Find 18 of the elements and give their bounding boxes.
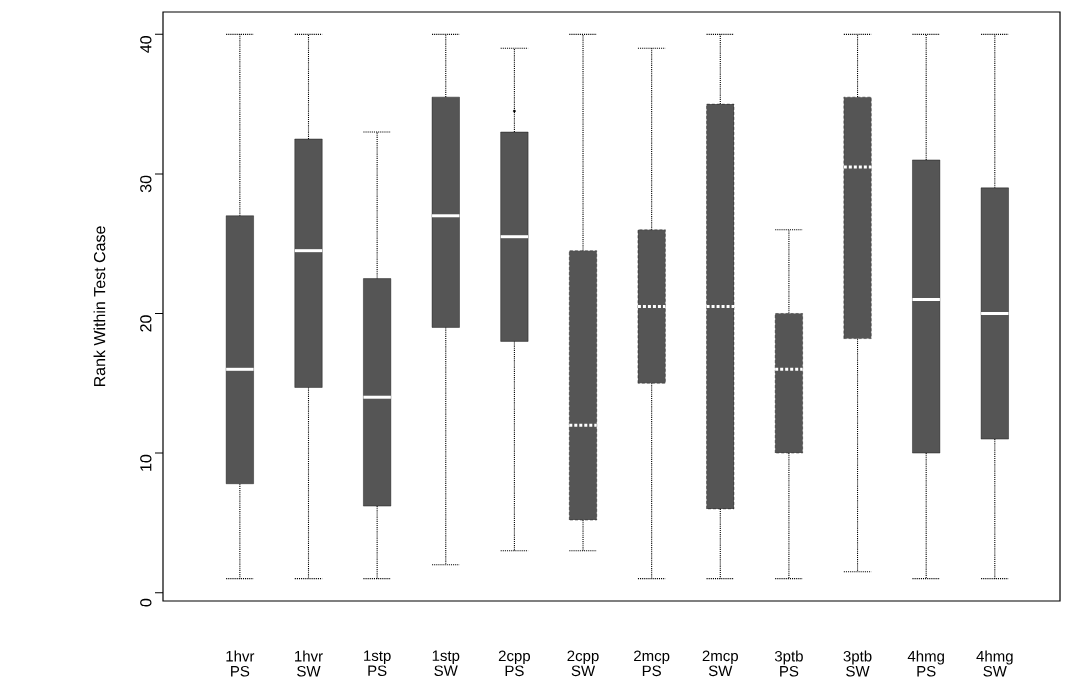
x-tick-label: 1hvr SW [295,650,323,677]
x-tick-label: 2cpp PS [498,650,531,677]
x-tick-label: 3ptb PS [774,650,803,677]
x-tick-label: 4hmg SW [976,650,1013,677]
x-tick-label: 2mcp PS [634,650,670,677]
x-tick-label: 2mcp SW [702,650,738,677]
y-tick-label: 10 [140,454,152,471]
y-tick-label: 40 [140,36,152,53]
y-axis-title: Rank Within Test Case [93,226,106,387]
y-tick-label: 20 [140,315,152,332]
x-tick-label: 1stp SW [432,650,460,676]
x-tick-label: 1hvr PS [226,650,255,677]
x-tick-label: 1stp PS [364,650,391,676]
x-tick-label: 4hmg PS [907,650,944,677]
x-tick-label: 2cpp SW [567,650,599,677]
y-tick-label: 0 [140,598,152,607]
x-tick-label: 3ptb SW [843,650,872,677]
y-tick-label: 30 [140,175,152,193]
